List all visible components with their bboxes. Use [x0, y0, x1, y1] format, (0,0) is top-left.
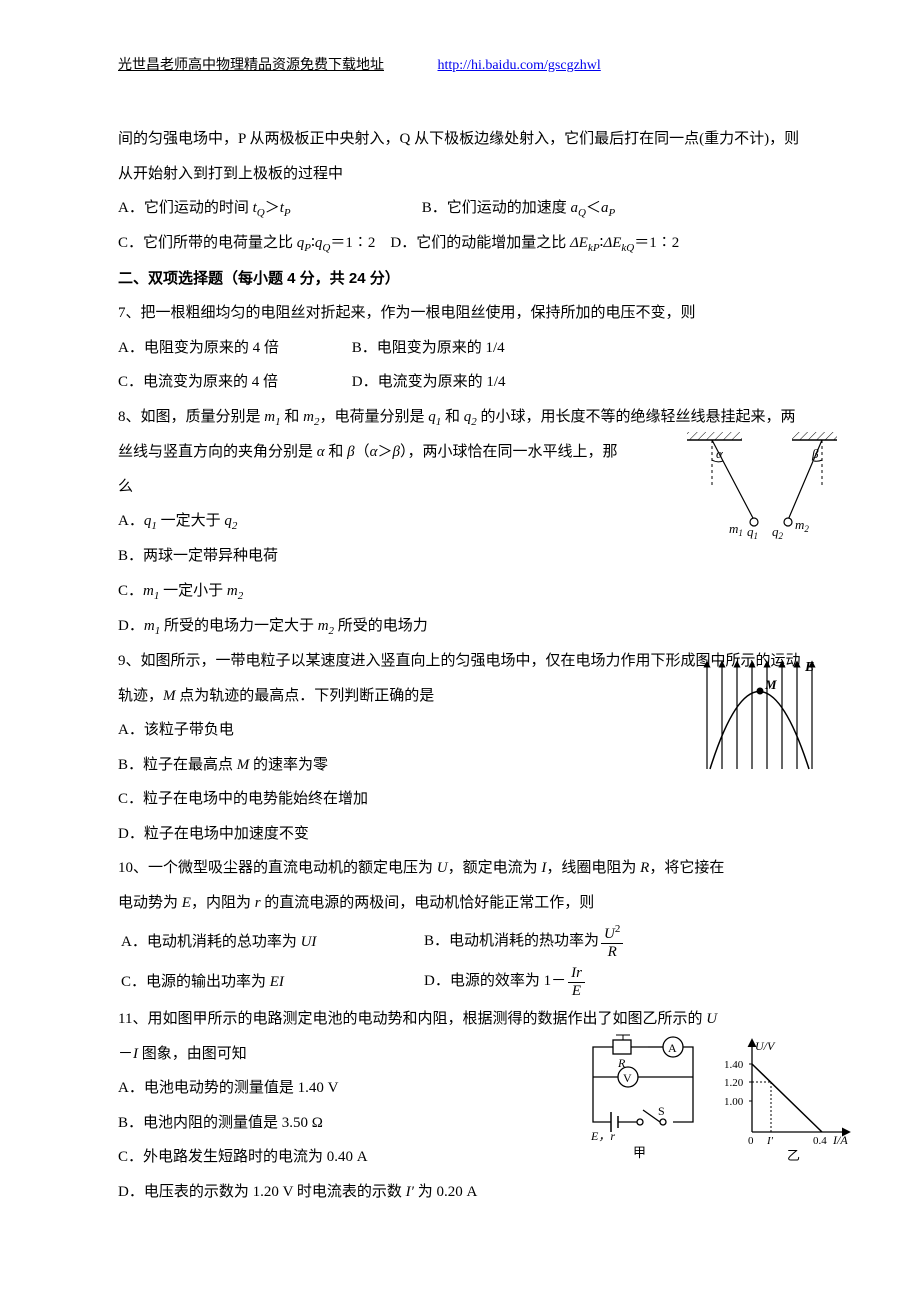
q7-option-c: C．电流变为原来的 4 倍	[118, 365, 348, 400]
q6-option-a: A．它们运动的时间 tQ＞tP	[118, 191, 418, 226]
q6-option-c: C．它们所带的电荷量之比 qP∶qQ＝1∶2	[118, 235, 379, 251]
q10-p2: ，额定电流为	[448, 860, 542, 876]
q10-d-text: D．电源的效率为 1－	[424, 973, 566, 989]
q11-figures-wrap: A V R S E，r 甲 U/V 1.40 1	[563, 1032, 857, 1162]
q9-fig-E: E	[804, 660, 814, 675]
q11-yi-y1: 1.40	[724, 1059, 744, 1071]
q8-p2: 和	[281, 409, 304, 425]
q10-p4: ，将它接在	[649, 860, 724, 876]
q10-p5: 电动势为	[118, 895, 182, 911]
q10-option-a: A．电动机消耗的总功率为 UI	[120, 922, 421, 961]
q11-d-suf: 为 0.20 A	[414, 1184, 477, 1200]
q10-b-text: B．电动机消耗的热功率为	[424, 933, 599, 949]
q11-jia-S: S	[658, 1104, 665, 1118]
q11-yi-cap: 乙	[787, 1148, 800, 1162]
q11-p1: 11、用如图甲所示的电路测定电池的电动势和内阻，根据测得的数据作出了如图乙所示的	[118, 1011, 706, 1027]
q8-fig-beta: β	[811, 446, 819, 461]
q10-p6: ，内阻为	[191, 895, 255, 911]
q9-fig-M: M	[764, 677, 777, 692]
q11-jia-A: A	[668, 1041, 677, 1055]
q8-a-pre: A．	[118, 513, 144, 529]
q8-d-pre: D．	[118, 618, 144, 634]
q11-d-pre: D．电压表的示数为 1.20 V 时电流表的示数	[118, 1184, 406, 1200]
q9-figure: E M	[692, 654, 822, 774]
q8-p5: 和	[325, 444, 348, 460]
q6-option-d: D．它们的动能增加量之比 ΔEkP∶ΔEkQ＝1∶2	[390, 235, 679, 251]
q11-figure-yi: U/V 1.40 1.20 1.00 0 I′ 0.4 I/A 乙	[717, 1032, 857, 1162]
q10-p1: 10、一个微型吸尘器的直流电动机的额定电压为	[118, 860, 437, 876]
q10-options: A．电动机消耗的总功率为 UI B．电动机消耗的热功率为U2R C．电源的输出功…	[118, 920, 647, 1002]
q10-option-c: C．电源的输出功率为 EI	[120, 963, 421, 1000]
q6-stem-continued: 间的匀强电场中，P 从两极板正中央射入，Q 从下极板边缘处射入，它们最后打在同一…	[118, 122, 802, 191]
q10-c-text: C．电源的输出功率为	[121, 974, 270, 990]
q11-p2: 图象，由图可知	[138, 1046, 247, 1062]
q11-jia-V: V	[623, 1071, 632, 1085]
q10-p3: ，线圈电阻为	[546, 860, 640, 876]
q8-fig-q2: q2	[772, 524, 784, 541]
q9-option-d: D．粒子在电场中加速度不变	[118, 817, 802, 852]
q9-b-suf: 的速率为零	[249, 757, 328, 773]
q8-p1: 8、如图，质量分别是	[118, 409, 264, 425]
q8-fig-m2: m2	[795, 517, 809, 534]
q8-c-pre: C．	[118, 583, 143, 599]
q8-c-mid: 一定小于	[159, 583, 227, 599]
q8-fig-q1: q1	[747, 524, 758, 541]
q8-option-d: D．m1 所受的电场力一定大于 m2 所受的电场力	[118, 609, 802, 644]
q6-options-ab: A．它们运动的时间 tQ＞tP B．它们运动的加速度 aQ＜aP	[118, 191, 802, 226]
q6-d-pre: D．它们的动能增加量之比	[390, 235, 570, 251]
q10-option-b: B．电动机消耗的热功率为U2R	[423, 922, 645, 961]
q11-jia-R: R	[617, 1056, 626, 1070]
q8-figure: α β m1 q1 q2 m2	[682, 430, 842, 545]
q11-jia-cap: 甲	[633, 1145, 646, 1160]
q7-option-b: B．电阻变为原来的 1/4	[352, 340, 505, 356]
q10-stem: 10、一个微型吸尘器的直流电动机的额定电压为 U，额定电流为 I，线圈电阻为 R…	[118, 851, 802, 920]
q11-figure-jia: A V R S E，r 甲	[563, 1032, 713, 1162]
q7-row-cd: C．电流变为原来的 4 倍 D．电流变为原来的 1/4	[118, 365, 802, 400]
q10-a-text: A．电动机消耗的总功率为	[121, 934, 301, 950]
q8-a-mid: 一定大于	[157, 513, 225, 529]
q8-d-mid: 所受的电场力一定大于	[160, 618, 318, 634]
q8-p6: ，两小球恰在同一水平线上，那	[408, 444, 618, 460]
q6-options-cd: C．它们所带的电荷量之比 qP∶qQ＝1∶2 D．它们的动能增加量之比 ΔEkP…	[118, 226, 802, 261]
q7-row-ab: A．电阻变为原来的 4 倍 B．电阻变为原来的 1/4	[118, 331, 802, 366]
q8-p2b: 和	[441, 409, 464, 425]
q8-d-suf: 所受的电场力	[334, 618, 428, 634]
q6-d-suffix: ＝1∶2	[634, 235, 679, 251]
q8-block: α β m1 q1 q2 m2 8、如图，质量分别是 m1 和 m2，电荷量分别…	[118, 400, 802, 645]
q11-jia-Er: E，r	[590, 1129, 615, 1143]
q11-yi-ylabel: U/V	[755, 1039, 776, 1053]
q6-option-b: B．它们运动的加速度 aQ＜aP	[422, 191, 615, 226]
q6-b-text: B．它们运动的加速度	[422, 200, 571, 216]
q9-p2: 点为轨迹的最高点．下列判断正确的是	[176, 688, 435, 704]
q6-c-suffix: ＝1∶2	[330, 235, 375, 251]
q8-option-c: C．m1 一定小于 m2	[118, 574, 802, 609]
q8-p3: ，电荷量分别是	[319, 409, 428, 425]
header-source-label: 光世昌老师高中物理精品资源免费下载地址	[118, 58, 384, 73]
q7-option-a: A．电阻变为原来的 4 倍	[118, 331, 348, 366]
q11-yi-y2: 1.20	[724, 1077, 744, 1089]
q11-option-d: D．电压表的示数为 1.20 V 时电流表的示数 I′ 为 0.20 A	[118, 1175, 802, 1210]
q11-block: A V R S E，r 甲 U/V 1.40 1	[118, 1002, 802, 1209]
q11-yi-xI: I′	[766, 1135, 774, 1147]
q11-yi-x0: 0	[748, 1135, 754, 1147]
section2-title: 二、双项选择题（每小题 4 分，共 24 分）	[118, 262, 802, 297]
q9-option-c: C．粒子在电场中的电势能始终在增加	[118, 782, 802, 817]
q6-c-text: C．它们所带的电荷量之比	[118, 235, 297, 251]
q9-b-pre: B．粒子在最高点	[118, 757, 237, 773]
page-content: 光世昌老师高中物理精品资源免费下载地址 http://hi.baidu.com/…	[0, 0, 920, 1269]
header-source-url[interactable]: http://hi.baidu.com/gscgzhwl	[438, 58, 601, 73]
q9-block: E M 9、如图所示，一带电粒子以某速度进入竖直向上的匀强电场中，仅在电场力作用…	[118, 644, 802, 851]
q7-stem: 7、把一根粗细均匀的电阻丝对折起来，作为一根电阻丝使用，保持所加的电压不变，则	[118, 296, 802, 331]
q6-a-text: A．它们运动的时间	[118, 200, 253, 216]
q8-fig-alpha: α	[716, 446, 724, 461]
q11-yi-y3: 1.00	[724, 1096, 744, 1108]
q7-option-d: D．电流变为原来的 1/4	[352, 374, 506, 390]
page-header: 光世昌老师高中物理精品资源免费下载地址 http://hi.baidu.com/…	[118, 50, 802, 82]
q11-yi-x4: 0.4	[813, 1135, 827, 1147]
q10-option-d: D．电源的效率为 1－IrE	[423, 963, 645, 1000]
q8-fig-m1: m1	[729, 521, 743, 538]
q10-p7: 的直流电源的两极间，电动机恰好能正常工作，则	[261, 895, 595, 911]
q11-yi-xlabel: I/A	[832, 1133, 848, 1147]
